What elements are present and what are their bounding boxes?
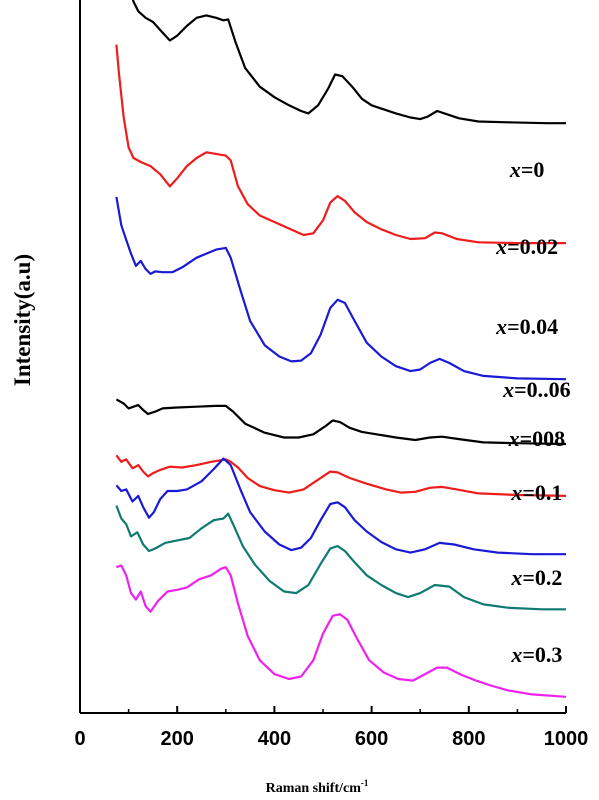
series-label-value: =0.3 — [522, 642, 562, 667]
series-label-var: x — [495, 234, 507, 259]
series-label-value: =0.1 — [522, 480, 562, 505]
series-line — [115, 196, 567, 381]
series-line — [131, 0, 566, 125]
series-label-var: x — [510, 480, 522, 505]
series-label-value: =0..06 — [514, 377, 571, 402]
series-layer — [115, 0, 567, 698]
series-label-value: =0.02 — [507, 234, 558, 259]
series-label-value: =008 — [520, 426, 566, 451]
x-tick-label: 0 — [74, 728, 85, 750]
x-tick-labels: 0 200 400 600 800 1000 — [74, 706, 588, 750]
series-label-value: =0.2 — [522, 565, 562, 590]
series-line — [116, 564, 567, 698]
series-labels: x=0x=0.02x=0.04x=0..06x=008x=0.1x=0.2x=0… — [495, 157, 571, 667]
series-line — [115, 457, 566, 556]
y-axis-title: Intensity(a.u) — [10, 254, 35, 386]
series-label-var: x — [508, 426, 520, 451]
series-label: x=0..06 — [502, 377, 571, 402]
series-label-var: x — [510, 642, 522, 667]
series-label-var: x — [495, 314, 507, 339]
series-label: x=0.3 — [510, 642, 562, 667]
series-label-var: x — [509, 157, 521, 182]
x-tick-label: 1000 — [544, 728, 589, 750]
series-line — [115, 454, 567, 497]
x-tick-label: 200 — [161, 728, 194, 750]
series-label-var: x — [502, 377, 514, 402]
series-line — [115, 505, 566, 611]
series-label: x=0 — [509, 157, 545, 182]
series-label-value: =0.04 — [507, 314, 558, 339]
series-label: x=008 — [508, 426, 566, 451]
series-label: x=0.02 — [495, 234, 558, 259]
x-axis-title-text: Raman shift/cm — [266, 781, 362, 796]
series-label: x=0.1 — [510, 480, 562, 505]
series-line — [115, 44, 566, 245]
x-tick-label: 600 — [355, 728, 388, 750]
series-label-var: x — [510, 565, 522, 590]
x-axis-title: Raman shift/cm-1 — [266, 778, 369, 796]
series-label: x=0.04 — [495, 314, 558, 339]
x-tick-label: 800 — [452, 728, 485, 750]
series-label-value: =0 — [521, 157, 545, 182]
series-label: x=0.2 — [510, 565, 562, 590]
x-axis-title-sup: -1 — [361, 778, 369, 788]
series-line — [115, 398, 567, 446]
x-tick-label: 400 — [258, 728, 291, 750]
